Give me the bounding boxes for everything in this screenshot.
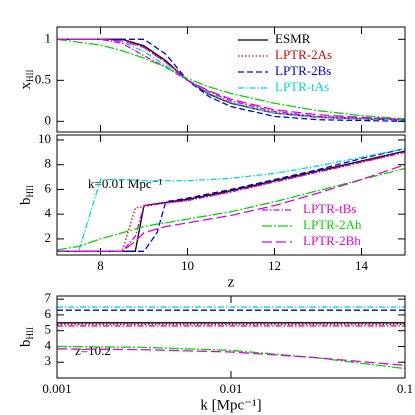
y-tick-label: 7 bbox=[45, 290, 52, 305]
y-tick-label: 6 bbox=[45, 306, 52, 321]
y-tick-label: 1 bbox=[45, 30, 52, 45]
series-line bbox=[57, 38, 405, 121]
x-tick-label: 0.1 bbox=[397, 381, 413, 396]
plot-frame bbox=[56, 134, 406, 256]
series-line bbox=[57, 38, 405, 121]
x-tick-label: 12 bbox=[268, 258, 281, 273]
annotation: z=10.2 bbox=[75, 343, 111, 358]
y-tick-label: 6 bbox=[45, 180, 52, 195]
y-axis-label: bHII bbox=[18, 327, 35, 347]
legend-label: LPTR-2Bh bbox=[303, 233, 361, 248]
y-tick-label: 10 bbox=[38, 131, 51, 146]
x-tick-label: 0.001 bbox=[42, 381, 71, 396]
y-tick-label: 4 bbox=[45, 337, 52, 352]
series-line bbox=[57, 164, 405, 252]
series-line bbox=[57, 38, 405, 120]
x-tick-label: 14 bbox=[355, 258, 369, 273]
y-axis-label-sub: HII bbox=[25, 70, 35, 83]
y-tick-label: 0 bbox=[45, 112, 52, 127]
y-tick-label: 3 bbox=[45, 353, 52, 368]
y-axis-label: xHII bbox=[18, 70, 35, 90]
x-tick-label: 10 bbox=[181, 258, 194, 273]
y-tick-label: 5 bbox=[45, 322, 52, 337]
legend-label: LPTR-2Ah bbox=[303, 217, 362, 232]
y-axis-label-main: b bbox=[18, 340, 34, 348]
y-axis-label-main: x bbox=[18, 82, 34, 90]
series-line bbox=[57, 38, 405, 121]
x-axis-label: k [Mpc⁻¹] bbox=[200, 397, 261, 413]
series-line bbox=[57, 345, 405, 370]
series-line bbox=[57, 147, 405, 252]
y-axis-label: bHII bbox=[18, 185, 35, 205]
y-axis-label-sub: HII bbox=[25, 185, 35, 198]
y-axis-label-sub: HII bbox=[25, 327, 35, 340]
x-axis-label: z bbox=[228, 274, 235, 290]
series-line bbox=[57, 38, 405, 121]
y-tick-label: 2 bbox=[45, 230, 52, 245]
legend-label: LPTR-tBs bbox=[303, 201, 356, 216]
y-tick-label: 0.5 bbox=[35, 71, 51, 86]
y-tick-label: 8 bbox=[45, 156, 52, 171]
legend-label: LPTR-tAs bbox=[275, 79, 329, 94]
annotation: k=0.01 Mpc⁻¹ bbox=[88, 176, 163, 191]
y-tick-label: 4 bbox=[45, 205, 52, 220]
x-tick-label: 0.01 bbox=[220, 381, 243, 396]
series-line bbox=[57, 167, 405, 251]
legend-label: ESMR bbox=[275, 31, 311, 46]
legend-label: LPTR-2As bbox=[275, 47, 332, 62]
plot-frame bbox=[56, 295, 406, 379]
x-tick-label: 8 bbox=[97, 258, 104, 273]
series-line bbox=[57, 38, 405, 122]
y-axis-label-main: b bbox=[18, 198, 34, 206]
plot-frame bbox=[56, 26, 406, 133]
legend-label: LPTR-2Bs bbox=[275, 63, 331, 78]
series-line bbox=[57, 348, 405, 367]
